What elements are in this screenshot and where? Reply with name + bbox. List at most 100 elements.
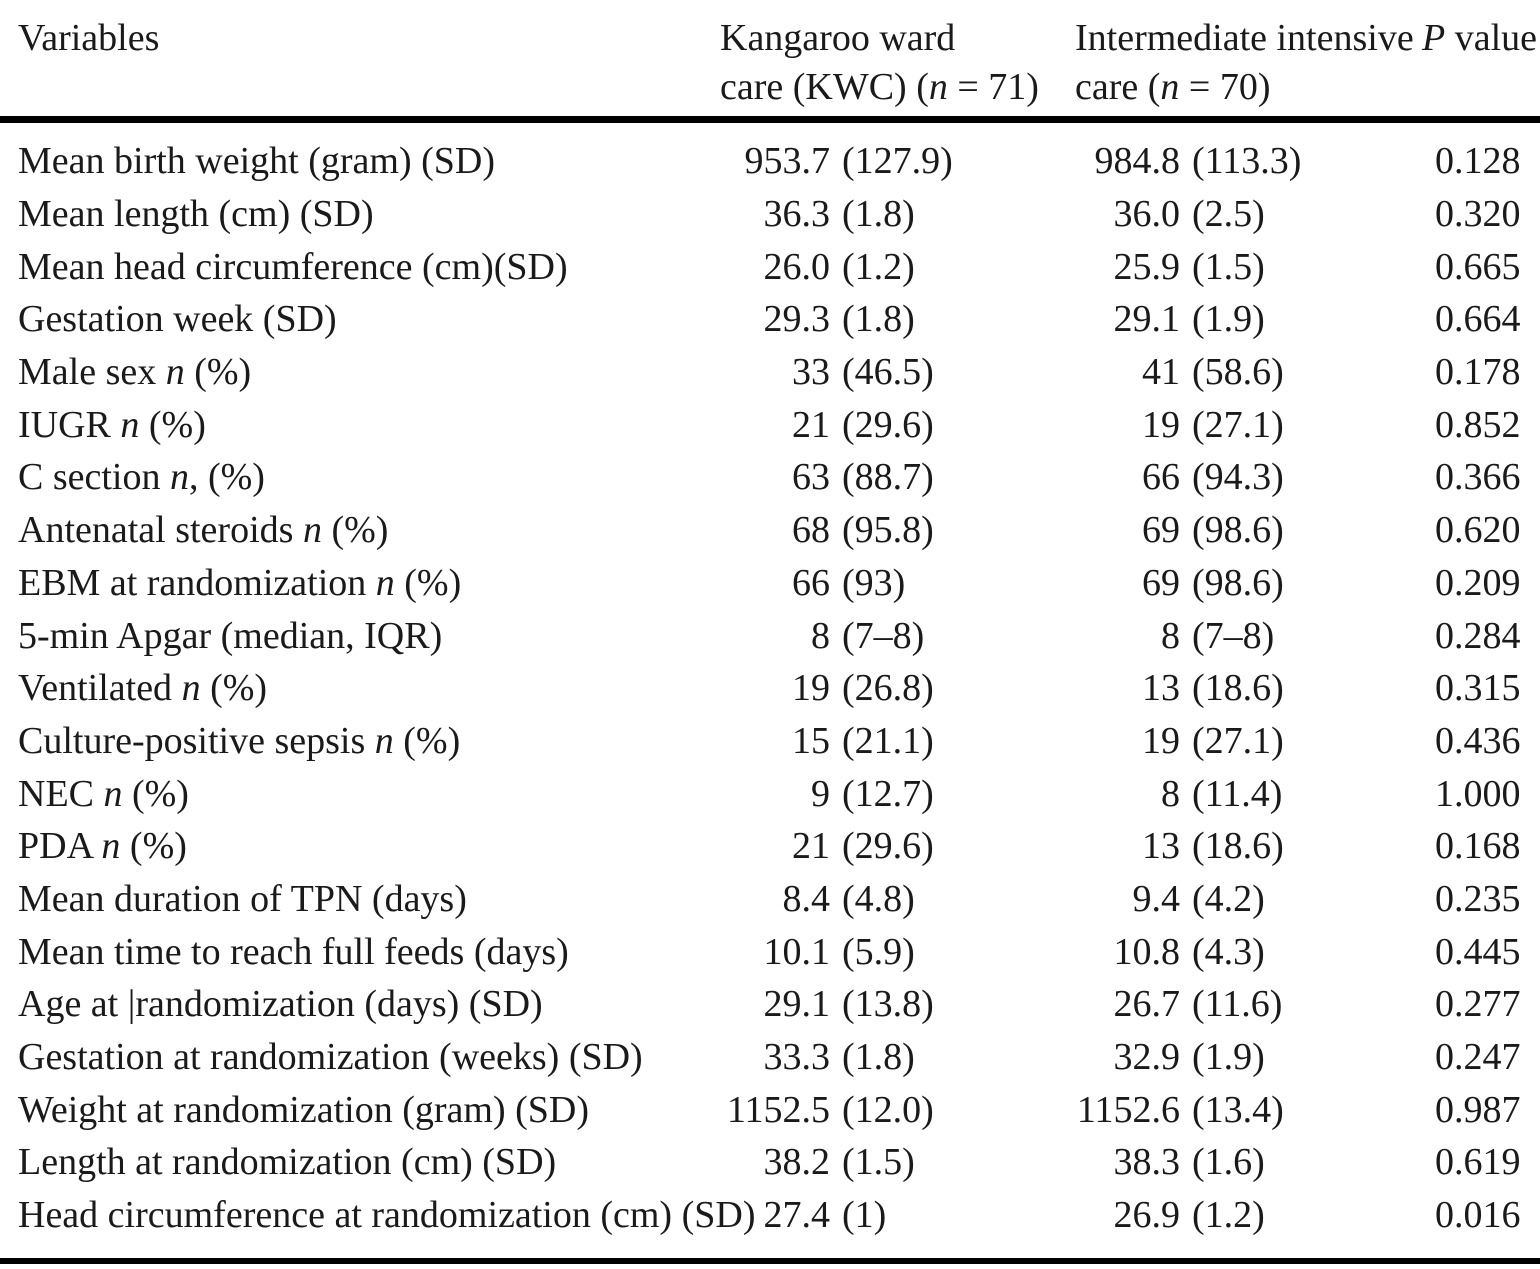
header-iic: Intermediate intensive care (n = 70)	[1075, 14, 1422, 112]
row-label-post: (%)	[139, 403, 206, 446]
header-kwc: Kangaroo ward care (KWC) (n = 71)	[720, 14, 1075, 112]
kwc-parenthetical: (12.0)	[842, 1088, 934, 1131]
header-p-rest: value	[1445, 17, 1538, 59]
row-label-pre: IUGR	[18, 403, 121, 446]
kwc-value-cell: 1152.5 (12.0)	[720, 1088, 1075, 1132]
iic-value-cell: 26.7 (11.6)	[1075, 982, 1422, 1026]
iic-number: 26.9	[1113, 1194, 1181, 1237]
iic-parenthetical: (113.3)	[1192, 140, 1302, 183]
row-label-pre: Length at randomization (cm) (SD)	[18, 1141, 557, 1184]
p-value-cell: 0.209	[1435, 561, 1521, 604]
kwc-number: 15	[792, 719, 830, 762]
row-label-pre: EBM at randomization	[18, 561, 376, 604]
kwc-value-cell: 36.3 (1.8)	[720, 192, 1075, 236]
iic-parenthetical: (7–8)	[1192, 614, 1275, 657]
header-iic-line2: care (n = 70)	[1075, 63, 1422, 112]
kwc-parenthetical: (13.8)	[842, 983, 934, 1026]
iic-value-cell: 25.9 (1.5)	[1075, 245, 1422, 289]
table-row: Head circumference at randomization (cm)…	[0, 1189, 1540, 1242]
iic-parenthetical: (4.3)	[1192, 930, 1265, 973]
table-row: C section n, (%) 63 (88.7) 66 (94.3) 0.366	[0, 451, 1540, 504]
kwc-value-cell: 63 (88.7)	[720, 455, 1075, 499]
iic-number: 66	[1142, 456, 1180, 499]
row-label: 5-min Apgar (median, IQR)	[18, 614, 720, 658]
row-label: NEC n (%)	[18, 772, 720, 816]
iic-value-cell: 38.3 (1.6)	[1075, 1140, 1422, 1184]
row-label: Mean duration of TPN (days)	[18, 877, 720, 921]
table-row: PDA n (%) 21 (29.6) 13 (18.6) 0.168	[0, 820, 1540, 873]
iic-parenthetical: (27.1)	[1192, 719, 1284, 762]
iic-value-cell: 8 (11.4)	[1075, 772, 1422, 816]
kwc-value-cell: 10.1 (5.9)	[720, 930, 1075, 974]
iic-parenthetical: (11.6)	[1192, 983, 1283, 1026]
row-label-pre: Mean head circumference (cm)(SD)	[18, 245, 568, 288]
iic-number: 1152.6	[1076, 1088, 1180, 1131]
kwc-number: 63	[792, 456, 830, 499]
table-row: Length at randomization (cm) (SD) 38.2 (1…	[0, 1136, 1540, 1189]
kwc-value-cell: 68 (95.8)	[720, 508, 1075, 552]
kwc-number: 33.3	[763, 1036, 831, 1079]
table-row: EBM at randomization n (%) 66 (93) 69 (98.…	[0, 557, 1540, 610]
iic-value-cell: 19 (27.1)	[1075, 403, 1422, 447]
row-label-n-italic: n	[375, 561, 395, 604]
row-label: Mean birth weight (gram) (SD)	[18, 139, 720, 183]
kwc-parenthetical: (26.8)	[842, 667, 934, 710]
row-label: Gestation week (SD)	[18, 297, 720, 341]
iic-number: 38.3	[1113, 1141, 1181, 1184]
kwc-value-cell: 29.1 (13.8)	[720, 982, 1075, 1026]
kwc-parenthetical: (1.8)	[842, 193, 915, 236]
row-label: Age at |randomization (days) (SD)	[18, 982, 720, 1026]
row-label-pre: NEC	[18, 772, 104, 815]
kwc-value-cell: 9 (12.7)	[720, 772, 1075, 816]
row-label-post: (%)	[120, 825, 187, 868]
row-label: Length at randomization (cm) (SD)	[18, 1140, 720, 1184]
table-row: Gestation at randomization (weeks) (SD) …	[0, 1031, 1540, 1084]
kwc-value-cell: 29.3 (1.8)	[720, 297, 1075, 341]
row-label-n-italic: n	[103, 772, 123, 815]
kwc-value-cell: 953.7 (127.9)	[720, 139, 1075, 183]
iic-number: 36.0	[1113, 193, 1181, 236]
iic-parenthetical: (1.2)	[1192, 1194, 1265, 1237]
p-value-cell: 0.366	[1435, 456, 1521, 499]
kwc-parenthetical: (93)	[842, 561, 906, 604]
row-label: Male sex n (%)	[18, 350, 720, 394]
bottom-rule	[0, 1258, 1540, 1265]
table-row: Mean head circumference (cm)(SD) 26.0 (1.…	[0, 240, 1540, 293]
row-label: Culture-positive sepsis n (%)	[18, 719, 720, 763]
p-value-cell: 0.247	[1435, 1036, 1521, 1079]
kwc-number: 26.0	[763, 245, 831, 288]
table-body: Mean birth weight (gram) (SD) 953.7 (127.…	[0, 123, 1540, 1241]
row-label-n-italic: n	[374, 719, 394, 762]
kwc-number: 29.3	[763, 298, 831, 341]
p-value-cell: 0.620	[1435, 509, 1521, 552]
row-label-pre: Mean duration of TPN (days)	[18, 877, 467, 920]
row-label-post: (%)	[122, 772, 189, 815]
iic-value-cell: 19 (27.1)	[1075, 719, 1422, 763]
table-row: Culture-positive sepsis n (%) 15 (21.1) 1…	[0, 715, 1540, 768]
p-value-cell: 0.128	[1435, 140, 1521, 183]
header-separator-rule	[0, 116, 1540, 123]
iic-parenthetical: (18.6)	[1192, 667, 1284, 710]
p-value-cell: 0.445	[1435, 930, 1521, 973]
kwc-value-cell: 8 (7–8)	[720, 614, 1075, 658]
iic-value-cell: 41 (58.6)	[1075, 350, 1422, 394]
header-kwc-line1: Kangaroo ward	[720, 17, 956, 59]
iic-number: 29.1	[1113, 298, 1181, 341]
row-label: Ventilated n (%)	[18, 666, 720, 710]
iic-parenthetical: (98.6)	[1192, 561, 1284, 604]
table-row: Antenatal steroids n (%) 68 (95.8) 69 (98.…	[0, 504, 1540, 557]
row-label: Mean head circumference (cm)(SD)	[18, 245, 720, 289]
kwc-parenthetical: (1.5)	[842, 1141, 915, 1184]
table-row: IUGR n (%) 21 (29.6) 19 (27.1) 0.852	[0, 398, 1540, 451]
header-kwc-n-italic: n	[928, 66, 948, 108]
kwc-value-cell: 27.4 (1)	[720, 1193, 1075, 1237]
p-value-cell: 0.852	[1435, 403, 1521, 446]
kwc-number: 33	[792, 351, 830, 394]
iic-value-cell: 69 (98.6)	[1075, 508, 1422, 552]
iic-value-cell: 69 (98.6)	[1075, 561, 1422, 605]
iic-number: 41	[1142, 351, 1180, 394]
row-label: Mean time to reach full feeds (days)	[18, 930, 720, 974]
kwc-parenthetical: (4.8)	[842, 877, 915, 920]
table-row: 5-min Apgar (median, IQR) 8 (7–8) 8 (7–8) …	[0, 609, 1540, 662]
